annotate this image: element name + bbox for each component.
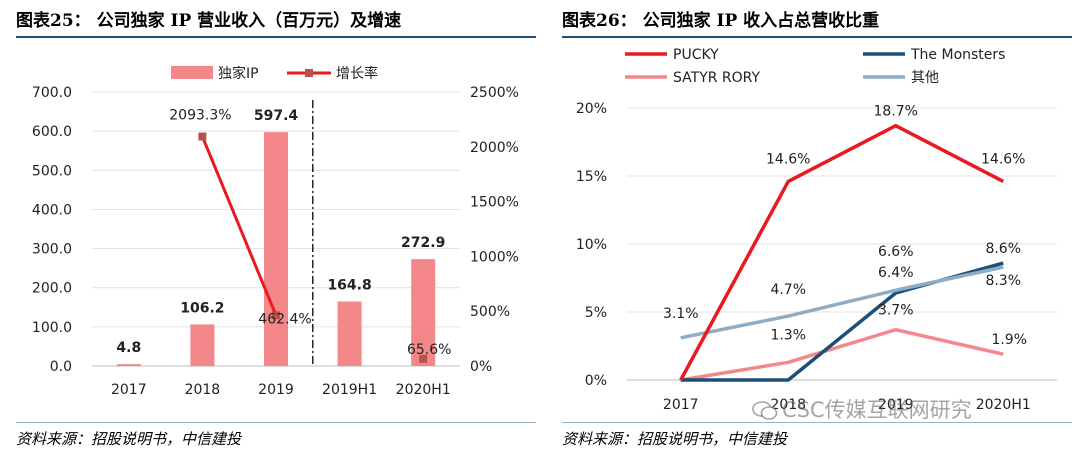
legend-label: The Monsters — [910, 47, 1005, 63]
bar — [116, 364, 141, 366]
y-tick-label: 0.0 — [50, 359, 72, 375]
y2-tick-label: 1500% — [470, 195, 519, 211]
watermark-text: CSC传媒互联网研究 — [782, 398, 972, 422]
right-source-note: 资料来源：招股说明书，中信建投 — [562, 430, 788, 448]
growth-rate-label: 462.4% — [258, 311, 311, 327]
y-tick-label: 700.0 — [32, 85, 72, 101]
right-figure-title: 图表26： 公司独家 IP 收入占总营收比重 — [562, 11, 880, 31]
legend-swatch-marker — [305, 69, 313, 77]
series-line — [679, 123, 1005, 381]
data-label: 14.6% — [766, 151, 810, 167]
y2-tick-label: 1000% — [470, 249, 519, 265]
growth-rate-line — [201, 136, 278, 316]
left-bottom-rule — [16, 422, 536, 423]
y-tick-label: 20% — [576, 101, 607, 117]
growth-rate-marker — [198, 132, 207, 141]
x-tick-label: 2020H1 — [976, 397, 1031, 413]
series-line — [680, 327, 1004, 382]
data-label: 3.1% — [663, 306, 699, 322]
x-tick-label: 2019 — [878, 397, 914, 413]
data-label: 3.7% — [878, 303, 914, 319]
data-label: 6.4% — [878, 265, 914, 281]
x-tick-label: 2018 — [770, 397, 806, 413]
data-label: 1.9% — [991, 332, 1027, 348]
data-label: 1.3% — [770, 327, 806, 343]
series-line — [680, 261, 1004, 382]
y-tick-label: 0% — [585, 373, 607, 389]
data-label: 8.3% — [985, 273, 1021, 289]
x-tick-label: 2018 — [185, 382, 221, 398]
growth-rate-marker — [419, 354, 428, 363]
legend-label: PUCKY — [673, 47, 719, 63]
bar — [264, 132, 288, 366]
x-tick-label: 2020H1 — [396, 382, 451, 398]
data-label: 18.7% — [874, 104, 918, 120]
left-figure-title: 图表25： 公司独家 IP 营业收入（百万元）及增速 — [16, 11, 402, 31]
right-title-rule — [562, 36, 1072, 38]
x-tick-label: 2019H1 — [322, 382, 377, 398]
y-tick-label: 100.0 — [32, 320, 72, 336]
y-tick-label: 15% — [576, 169, 607, 185]
x-tick-label: 2019 — [258, 382, 294, 398]
revenue-growth-chart: 0.0 100.0 200.0 300.0 400.0 500.0 600.0 700.0 0%… — [32, 65, 519, 398]
y2-tick-label: 2000% — [470, 140, 519, 156]
series-line — [680, 265, 1004, 340]
bar-value-label: 164.8 — [327, 277, 371, 293]
y2-tick-label: 0% — [470, 359, 492, 375]
right-bottom-rule — [562, 422, 1072, 423]
left-source-note: 资料来源：招股说明书，中信建投 — [16, 430, 242, 448]
growth-rate-label: 65.6% — [407, 342, 451, 358]
y-tick-label: 300.0 — [32, 242, 72, 258]
bar-value-label: 106.2 — [180, 300, 224, 316]
data-label: 6.6% — [878, 244, 914, 260]
y-tick-label: 200.0 — [32, 281, 72, 297]
data-label: 4.7% — [770, 282, 806, 298]
revenue-share-chart: 0% 5% 10% 15% 20% 2017 2018 2019 2020H1 14.6% 18.7… — [576, 47, 1057, 413]
y-tick-label: 10% — [576, 237, 607, 253]
x-tick-label: 2017 — [111, 382, 147, 398]
legend-swatch-bar — [171, 66, 213, 79]
y-tick-label: 400.0 — [32, 202, 72, 218]
data-label: 14.6% — [981, 151, 1025, 167]
legend-label: SATYR RORY — [673, 70, 760, 86]
bar — [411, 259, 436, 366]
bar-value-label: 597.4 — [254, 108, 299, 124]
legend-label: 其他 — [911, 70, 939, 86]
wechat-icon — [752, 401, 778, 420]
growth-rate-marker — [272, 311, 280, 320]
watermark: CSC传媒互联网研究 — [752, 394, 972, 424]
data-label: 8.6% — [985, 241, 1021, 257]
y-tick-label: 5% — [585, 305, 607, 321]
legend-label-bar: 独家IP — [218, 65, 259, 82]
bar-value-label: 272.9 — [401, 235, 445, 251]
bar-value-label: 4.8 — [116, 340, 141, 356]
left-title-rule — [16, 36, 536, 38]
bar — [190, 324, 215, 366]
y2-tick-label: 2500% — [470, 85, 519, 101]
bar — [337, 301, 362, 366]
growth-rate-label: 2093.3% — [169, 108, 231, 124]
y2-tick-label: 500% — [470, 304, 510, 320]
y-tick-label: 500.0 — [32, 163, 72, 179]
x-tick-label: 2017 — [663, 397, 699, 413]
y-tick-label: 600.0 — [32, 124, 72, 140]
legend-label-line: 增长率 — [336, 65, 378, 82]
